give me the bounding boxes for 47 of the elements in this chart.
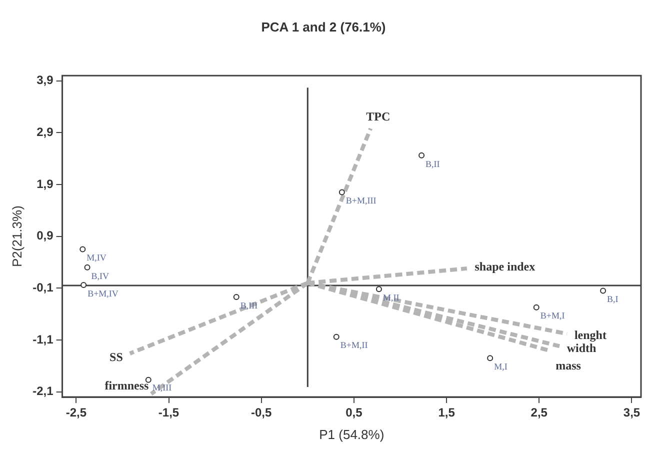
annotation: mass: [556, 358, 582, 373]
y-tick-label: 3,9: [36, 73, 54, 88]
x-tick-label: 0,5: [346, 406, 363, 420]
annotation: M,II: [382, 292, 400, 303]
point: [333, 334, 340, 340]
annotation: M,I: [494, 361, 508, 372]
point: [233, 294, 240, 300]
annotation: B+M,III: [346, 196, 376, 206]
annotation: B,I: [607, 294, 618, 304]
annotation: TPC: [366, 109, 390, 124]
annotation: M,IV: [86, 252, 107, 263]
y-tick-label: 1,9: [36, 176, 54, 191]
y-tick-label: 0,9: [36, 228, 54, 243]
x-tick-label: -0,5: [251, 406, 272, 420]
annotation: B,II: [426, 158, 440, 169]
point: [80, 282, 87, 288]
x-tick-label: -1,5: [158, 406, 180, 420]
y-tick-label: -1,1: [32, 332, 54, 346]
point: [487, 355, 494, 362]
annotation: firmness: [104, 378, 150, 393]
y-tick-label: -0,1: [32, 280, 54, 294]
x-tick-label: 3,5: [623, 406, 640, 420]
annotation: SS: [110, 350, 124, 364]
point: [84, 264, 90, 270]
point: [533, 304, 540, 310]
y-tick-label: 2,9: [36, 124, 54, 139]
annotation: B,III: [240, 300, 258, 310]
annotation: B,IV: [91, 270, 110, 281]
annotation: M,III: [152, 382, 172, 392]
point: [376, 286, 382, 292]
annotation: width: [566, 341, 597, 356]
point: [338, 189, 345, 196]
point: [418, 152, 425, 158]
point: [600, 288, 606, 294]
x-tick-label: -2,5: [66, 406, 87, 420]
annotation: B+M,II: [340, 340, 368, 350]
annotation: B+M,IV: [88, 288, 119, 298]
chart-title: PCA 1 and 2 (76.1%): [261, 19, 386, 34]
y-axis-title: P2(21.3%): [9, 206, 24, 268]
y-tick-label: -2,1: [32, 384, 54, 398]
annotation: lenght: [574, 328, 606, 342]
annotation: B+M,I: [540, 310, 565, 321]
annotation: shape index: [474, 259, 536, 274]
x-axis-title: P1 (54.8%): [319, 426, 384, 442]
x-tick-label: 2,5: [530, 406, 548, 420]
x-tick-label: 1,5: [438, 406, 456, 420]
point: [80, 246, 86, 252]
